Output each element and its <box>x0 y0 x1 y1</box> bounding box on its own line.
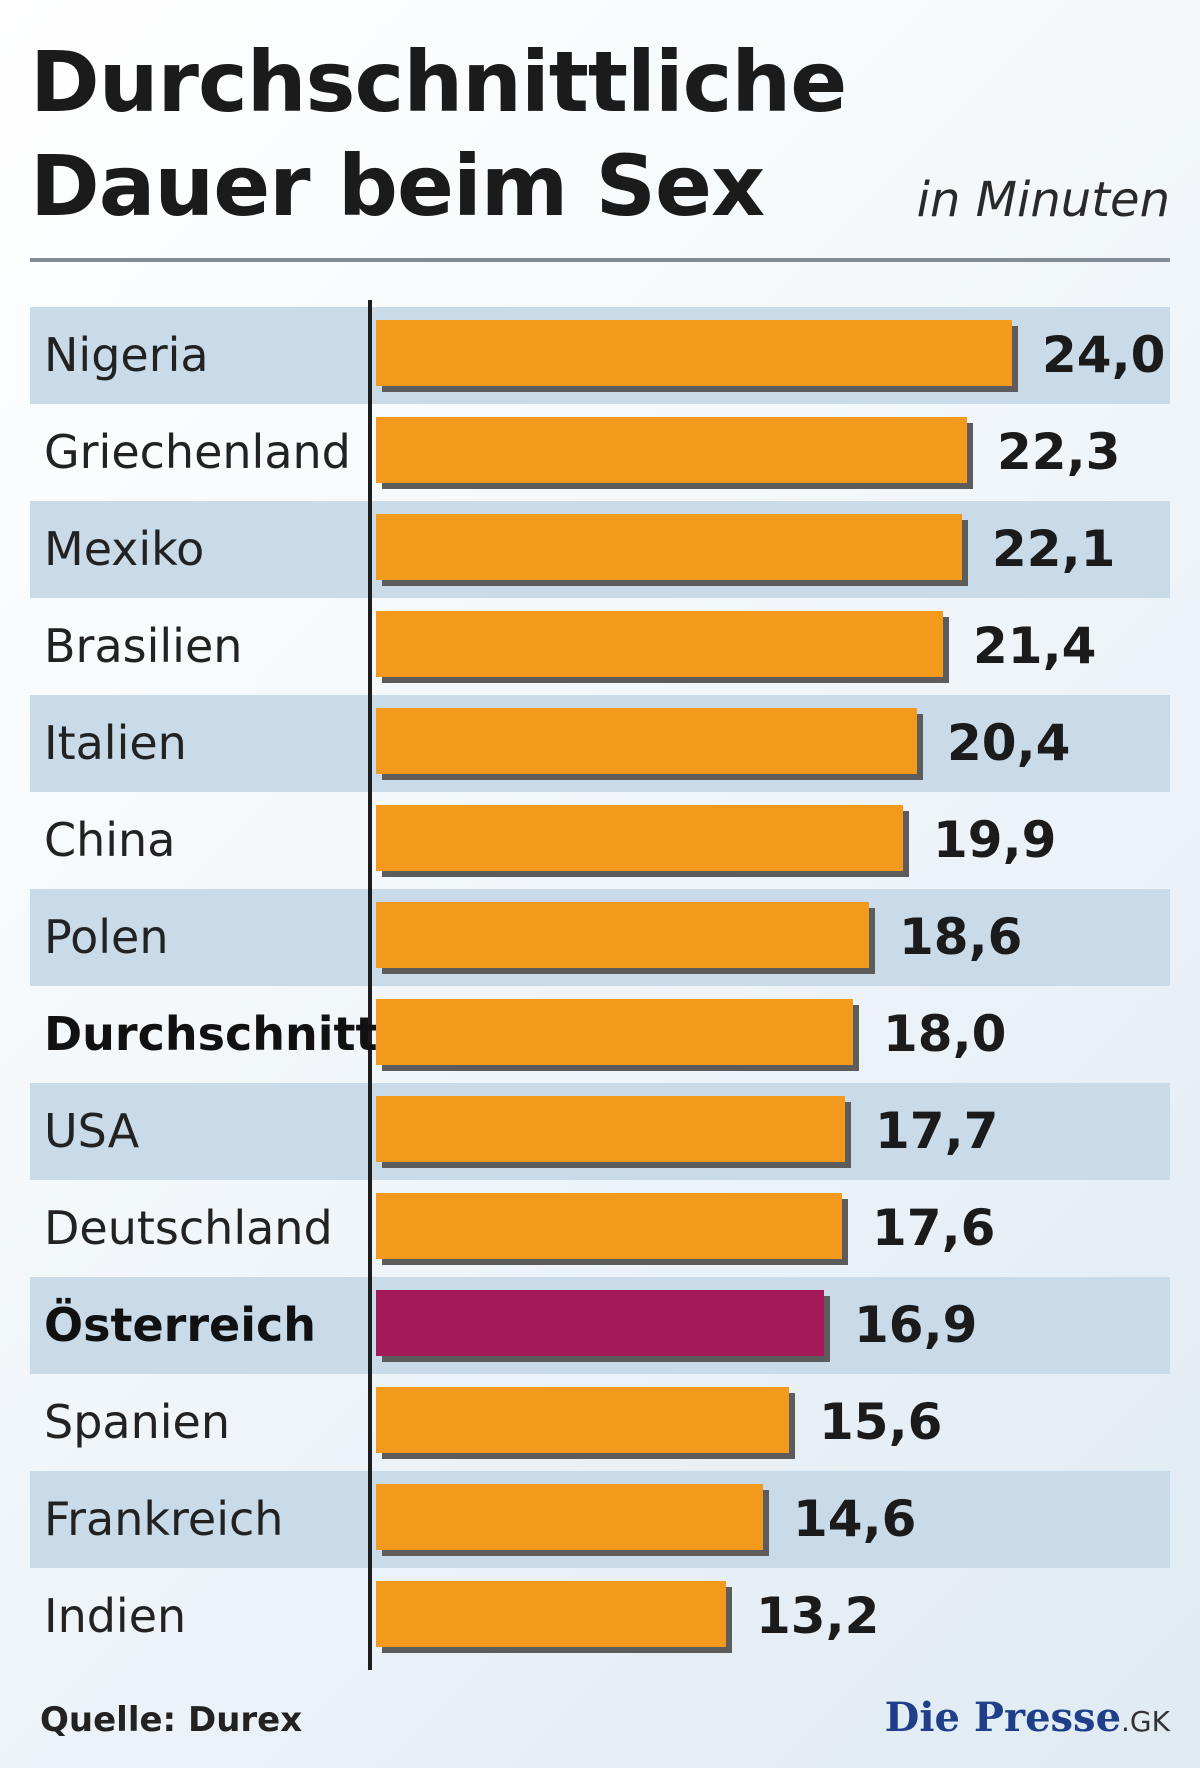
category-label: USA <box>44 1104 140 1158</box>
category-axis-line <box>368 300 372 1670</box>
bar-griechenland <box>376 417 967 483</box>
category-label: Nigeria <box>44 328 209 382</box>
unit-label: in Minuten <box>916 172 1170 228</box>
bar-polen <box>376 902 869 968</box>
bar-indien <box>376 1581 726 1647</box>
bar-österreich <box>376 1290 824 1356</box>
category-label: Italien <box>44 716 187 770</box>
category-label: Indien <box>44 1589 187 1643</box>
chart-title: Durchschnittliche Dauer beim Sex <box>30 33 847 235</box>
bar-spanien <box>376 1387 789 1453</box>
category-label: Brasilien <box>44 619 243 673</box>
category-label: Deutschland <box>44 1201 333 1255</box>
value-label: 19,9 <box>933 811 1057 869</box>
title-divider <box>30 258 1170 262</box>
category-label: Polen <box>44 910 169 964</box>
bar-mexiko <box>376 514 962 580</box>
bar-frankreich <box>376 1484 763 1550</box>
value-label: 20,4 <box>947 714 1071 772</box>
value-label: 18,0 <box>883 1005 1007 1063</box>
bar-italien <box>376 708 917 774</box>
category-label: Frankreich <box>44 1492 284 1546</box>
bar-deutschland <box>376 1193 842 1259</box>
category-label: China <box>44 813 176 867</box>
category-label: Österreich <box>44 1298 317 1352</box>
value-label: 22,3 <box>997 423 1121 481</box>
value-label: 15,6 <box>819 1393 943 1451</box>
value-label: 21,4 <box>973 617 1097 675</box>
category-label: Spanien <box>44 1395 230 1449</box>
bar-usa <box>376 1096 845 1162</box>
value-label: 18,6 <box>899 908 1023 966</box>
category-label: Durchschnitt <box>44 1007 378 1061</box>
publisher-suffix: .GK <box>1121 1705 1170 1738</box>
bar-china <box>376 805 903 871</box>
category-label: Griechenland <box>44 425 351 479</box>
bar-nigeria <box>376 320 1012 386</box>
value-label: 16,9 <box>854 1296 978 1354</box>
value-label: 13,2 <box>756 1587 880 1645</box>
value-label: 24,0 <box>1042 326 1166 384</box>
value-label: 17,6 <box>872 1199 996 1257</box>
publisher-logo: Die Presse.GK <box>885 1694 1170 1741</box>
category-label: Mexiko <box>44 522 205 576</box>
value-label: 14,6 <box>793 1490 917 1548</box>
value-label: 22,1 <box>992 520 1116 578</box>
source-note: Quelle: Durex <box>40 1700 303 1740</box>
bar-durchschnitt <box>376 999 853 1065</box>
value-label: 17,7 <box>875 1102 999 1160</box>
publisher-name: Die Presse <box>884 1694 1122 1741</box>
bar-brasilien <box>376 611 943 677</box>
